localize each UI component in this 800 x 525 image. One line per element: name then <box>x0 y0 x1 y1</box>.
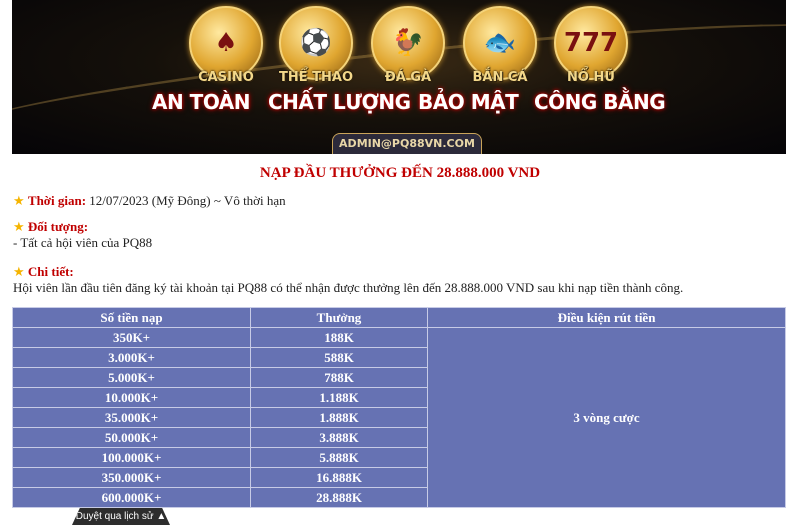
deposit-cell: 3.000K+ <box>12 347 251 368</box>
page-title: NẠP ĐẦU THƯỞNG ĐẾN 28.888.000 VND <box>259 165 541 181</box>
fish-icon: 🐟 <box>463 6 537 80</box>
deposit-cell: 10.000K+ <box>12 387 251 408</box>
category-label: ĐÁ GÀ <box>384 70 432 85</box>
deposit-cell: 100.000K+ <box>12 447 251 468</box>
deposit-cell: 35.000K+ <box>12 407 251 428</box>
bonus-cell: 588K <box>250 347 428 368</box>
target-label: Đối tượng: <box>27 219 89 234</box>
time-value: 12/07/2023 (Mỹ Đông) ~ Vô thời hạn <box>89 193 286 208</box>
header-bonus: Thưởng <box>250 307 428 328</box>
target-value: - Tất cả hội viên của PQ88 <box>13 235 153 250</box>
bonus-cell: 1.888K <box>250 407 428 428</box>
category-label: BẮN CÁ <box>472 70 528 85</box>
detail-label: Chi tiết: <box>27 264 74 279</box>
bonus-cell: 1.188K <box>250 387 428 408</box>
category-label: CASINO <box>198 70 254 85</box>
table-row: 350K+ 188K 3 vòng cược <box>12 327 786 508</box>
bonus-cell: 188K <box>250 327 428 348</box>
slogan: AN TOÀN <box>152 90 251 114</box>
star-icon: ★ <box>13 220 25 235</box>
slogan: CHẤT LƯỢNG <box>268 90 411 114</box>
category-slots: 777 NỔ HŨ <box>551 6 631 85</box>
category-sports: ⚽ THỂ THAO <box>276 6 356 85</box>
header-condition: Điều kiện rút tiền <box>427 307 786 328</box>
bonus-cell: 16.888K <box>250 467 428 488</box>
deposit-cell: 350.000K+ <box>12 467 251 488</box>
table-row: 10.000K+ 1.188K <box>12 387 786 408</box>
category-label: THỂ THAO <box>278 70 353 85</box>
deposit-cell: 350K+ <box>12 327 251 348</box>
browse-history-tab[interactable]: Duyệt qua lịch sử ▲ <box>72 508 170 525</box>
football-player-icon: ⚽ <box>279 6 353 80</box>
promo-banner: ♠ CASINO ⚽ THỂ THAO 🐓 ĐÁ GÀ 🐟 BẮN CÁ 777 NỔ H… <box>12 0 786 154</box>
table-row: 600.000K+ 28.888K <box>12 487 786 508</box>
category-cockfight: 🐓 ĐÁ GÀ <box>368 6 448 85</box>
table-header: Số tiền nạp Thưởng Điều kiện rút tiền <box>12 307 786 328</box>
bonus-cell: 28.888K <box>250 487 428 508</box>
table-row: 50.000K+ 3.888K <box>12 427 786 448</box>
header-deposit: Số tiền nạp <box>12 307 251 328</box>
admin-email: ADMIN@PQ88VN.COM <box>332 133 482 154</box>
detail-info: ★ Chi tiết: <box>13 264 74 280</box>
slogan: BẢO MẬT <box>418 90 519 114</box>
deposit-cell: 600.000K+ <box>12 487 251 508</box>
slogan: CÔNG BẰNG <box>534 90 666 114</box>
condition-cell: 3 vòng cược <box>427 327 786 508</box>
bonus-table: Số tiền nạp Thưởng Điều kiện rút tiền 35… <box>12 307 786 508</box>
bonus-cell: 3.888K <box>250 427 428 448</box>
deposit-cell: 5.000K+ <box>12 367 251 388</box>
slot-777-icon: 777 <box>554 6 628 80</box>
dealer-icon: ♠ <box>189 6 263 80</box>
star-icon: ★ <box>13 265 25 280</box>
detail-value: Hội viên lần đầu tiên đăng ký tài khoản … <box>13 280 684 295</box>
deposit-cell: 50.000K+ <box>12 427 251 448</box>
star-icon: ★ <box>13 194 25 209</box>
category-casino: ♠ CASINO <box>186 6 266 85</box>
target-info: ★ Đối tượng: <box>13 219 88 235</box>
time-label: Thời gian: <box>27 193 87 208</box>
category-fishing: 🐟 BẮN CÁ <box>460 6 540 85</box>
table-row: 350.000K+ 16.888K <box>12 467 786 488</box>
time-info: ★ Thời gian: 12/07/2023 (Mỹ Đông) ~ Vô t… <box>13 193 286 209</box>
bonus-cell: 788K <box>250 367 428 388</box>
bonus-cell: 5.888K <box>250 447 428 468</box>
rooster-icon: 🐓 <box>371 6 445 80</box>
category-label: NỔ HŨ <box>567 70 615 85</box>
